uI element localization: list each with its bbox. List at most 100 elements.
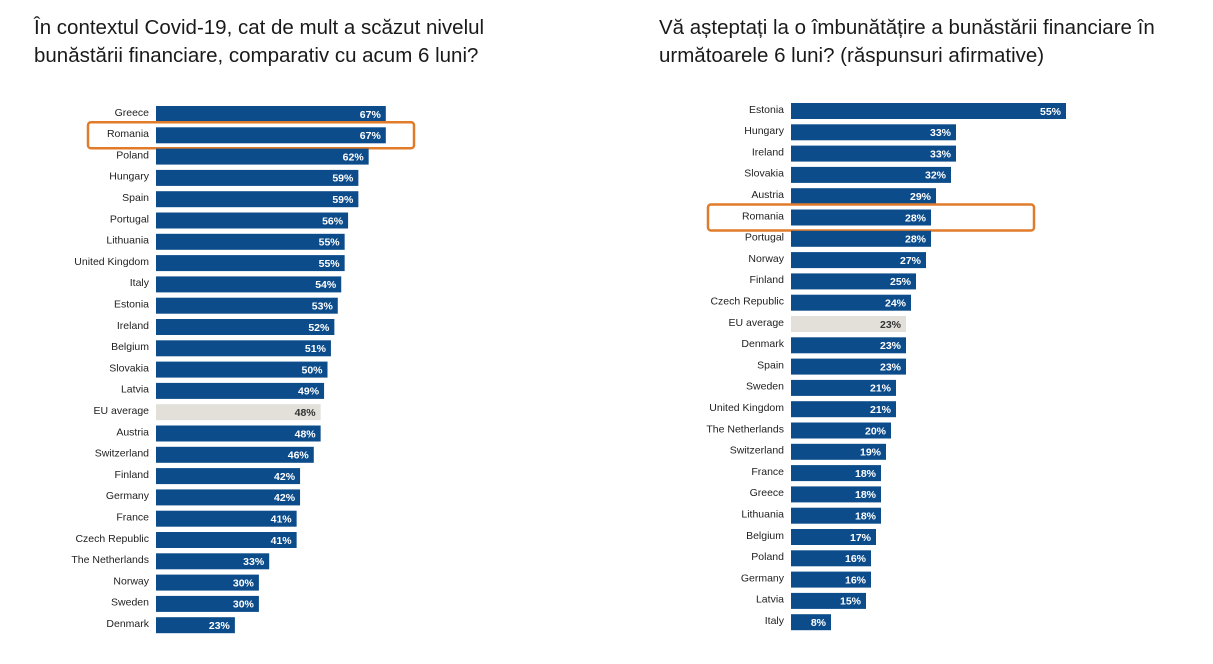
left-chart-category-label: Denmark	[106, 618, 149, 630]
left-chart-bar	[156, 233, 345, 250]
right-chart-category-label: Latvia	[756, 594, 784, 606]
left-chart-bar	[156, 319, 335, 335]
left-chart-category-label: The Netherlands	[71, 554, 149, 566]
left-chart-category-label: United Kingdom	[74, 256, 149, 268]
left-chart-category-label: Belgium	[111, 341, 149, 353]
right-chart-bar	[791, 443, 886, 460]
left-chart-bar	[156, 255, 345, 272]
left-chart-bar	[156, 425, 321, 442]
left-chart-category-label: Estonia	[114, 298, 149, 310]
left-chart-bar	[156, 212, 349, 229]
left-chart-value-label: 42%	[274, 471, 296, 483]
left-chart-value-label: 54%	[315, 279, 337, 291]
left-chart-category-label: Portugal	[110, 213, 149, 225]
left-chart-value-label: 59%	[332, 194, 354, 206]
right-chart-value-label: 18%	[855, 468, 877, 480]
right-chart-bar	[791, 379, 896, 396]
left-chart-value-label: 46%	[288, 450, 310, 462]
right-chart-category-label: Ireland	[752, 146, 784, 158]
right-chart-panel: Vă așteptați la o îmbunătățire a bunăstă…	[600, 0, 1213, 664]
left-chart-bar	[156, 617, 235, 634]
left-chart-bar	[156, 106, 386, 122]
left-chart-value-label: 23%	[209, 620, 231, 632]
right-chart-category-label: Poland	[751, 551, 784, 563]
left-chart-category-label: Hungary	[109, 171, 149, 183]
left-chart-bar	[156, 510, 297, 527]
right-chart-value-label: 27%	[900, 255, 922, 267]
right-chart-category-label: Norway	[748, 253, 784, 265]
right-chart-category-label: Lithuania	[741, 508, 784, 520]
left-chart-bar	[156, 127, 386, 144]
left-chart-bar	[156, 169, 359, 186]
left-chart-bar	[156, 382, 325, 399]
right-chart-value-label: 16%	[845, 553, 867, 565]
right-chart-value-label: 21%	[870, 404, 892, 416]
right-chart-value-label: 19%	[860, 447, 882, 459]
right-chart-bar	[791, 316, 906, 332]
left-chart-category-label: Slovakia	[109, 362, 149, 374]
right-chart-bar	[791, 486, 881, 503]
left-chart-value-label: 56%	[322, 215, 344, 227]
left-chart-value-label: 41%	[271, 535, 293, 547]
left-chart-category-label: France	[116, 511, 149, 523]
left-chart-value-label: 67%	[360, 109, 382, 121]
left-chart-category-label: Sweden	[111, 597, 149, 609]
right-chart-value-label: 28%	[905, 234, 927, 246]
right-chart-bar	[791, 401, 896, 418]
right-chart-value-label: 29%	[910, 191, 932, 203]
right-chart-category-label: Hungary	[744, 125, 784, 137]
left-chart-category-label: Switzerland	[95, 448, 149, 460]
right-chart-value-label: 18%	[855, 489, 877, 501]
right-chart-bar	[791, 465, 881, 482]
right-chart-value-label: 33%	[930, 148, 952, 160]
right-chart-bar	[791, 209, 931, 226]
left-chart-bar	[156, 297, 338, 314]
left-chart-value-label: 48%	[295, 407, 317, 419]
left-chart-value-label: 53%	[312, 300, 334, 312]
right-chart-category-label: Spain	[757, 359, 784, 371]
right-chart-value-label: 23%	[880, 361, 902, 373]
left-chart-value-label: 59%	[332, 173, 354, 185]
right-chart-bar	[791, 188, 936, 205]
left-chart-value-label: 33%	[243, 556, 265, 568]
right-chart-category-label: The Netherlands	[706, 423, 784, 435]
left-chart-value-label: 55%	[319, 237, 341, 249]
right-chart-category-label: United Kingdom	[709, 402, 784, 414]
left-chart-category-label: Finland	[115, 469, 150, 481]
right-chart-category-label: Greece	[750, 487, 785, 499]
right-chart-value-label: 8%	[811, 617, 827, 629]
right-chart-title: Vă așteptați la o îmbunătățire a bunăstă…	[659, 16, 1155, 67]
right-chart-bar	[791, 230, 931, 247]
left-chart-value-label: 49%	[298, 386, 320, 398]
left-chart-value-label: 41%	[271, 513, 293, 525]
left-chart-category-label: Romania	[107, 128, 149, 140]
left-chart-bar	[156, 574, 259, 591]
right-chart-value-label: 55%	[1040, 106, 1062, 118]
left-chart-title: În contextul Covid-19, cat de mult a scă…	[34, 16, 485, 67]
right-chart-value-label: 20%	[865, 425, 887, 437]
right-chart-category-label: France	[751, 466, 784, 478]
left-chart-bar	[156, 489, 301, 506]
left-chart-value-label: 52%	[308, 322, 330, 334]
left-chart-bar	[156, 468, 301, 485]
right-chart-value-label: 24%	[885, 297, 907, 309]
right-chart-bar	[791, 103, 1066, 119]
right-chart-category-label: Czech Republic	[710, 295, 784, 307]
left-chart-bar	[156, 361, 328, 378]
left-chart-bar	[156, 340, 331, 357]
left-chart-category-label: Spain	[122, 192, 149, 204]
right-chart-bar	[791, 507, 881, 524]
left-chart-value-label: 48%	[295, 428, 317, 440]
right-chart-category-label: Slovakia	[744, 168, 784, 180]
right-chart-value-label: 32%	[925, 170, 947, 182]
right-chart-category-label: Romania	[742, 210, 784, 222]
right-chart-bar	[791, 422, 891, 439]
left-chart-panel: În contextul Covid-19, cat de mult a scă…	[0, 0, 600, 664]
right-chart-bar	[791, 166, 951, 183]
right-chart-value-label: 21%	[870, 383, 892, 395]
right-chart-category-label: Estonia	[749, 104, 784, 116]
right-chart-highlight-box	[706, 203, 1036, 232]
right-chart-bar	[791, 252, 926, 269]
left-chart-bar	[156, 446, 314, 463]
left-chart-category-label: Austria	[116, 426, 149, 438]
